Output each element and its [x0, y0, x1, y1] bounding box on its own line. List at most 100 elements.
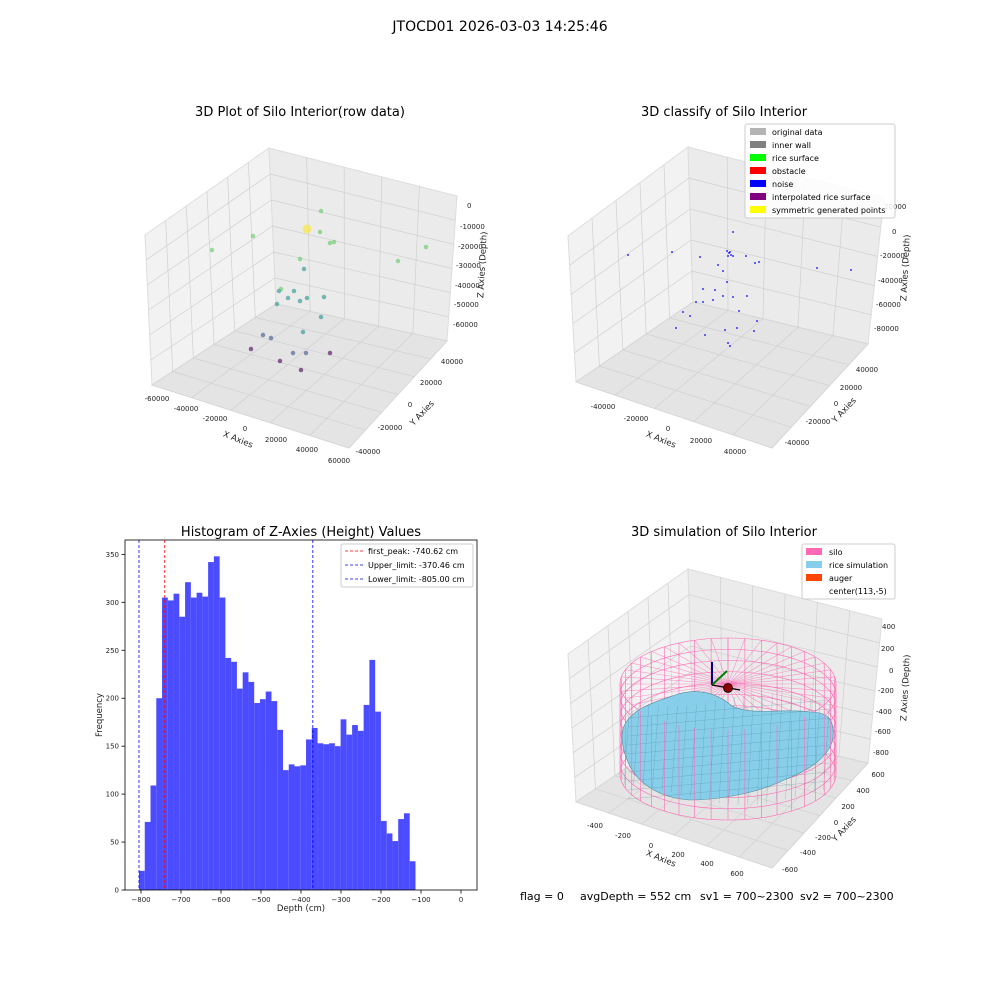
panel-simulation-3d: 3D simulation of Silo Interior -400 -200…	[567, 525, 913, 878]
noise-point	[754, 262, 756, 264]
histogram-bar	[317, 743, 324, 890]
x-tick-label: −500	[251, 896, 270, 904]
grid-line	[574, 270, 693, 354]
panel4-ytick: 400	[856, 787, 869, 795]
x-tick-label: −300	[331, 896, 350, 904]
grid-line	[172, 371, 366, 431]
silo-roof-spoke	[727, 662, 825, 685]
histogram-bar	[392, 841, 399, 890]
panel1-title: 3D Plot of Silo Interior(row data)	[195, 105, 405, 120]
noise-point	[726, 281, 728, 283]
panel1-ztick: -20000	[458, 243, 483, 251]
scatter-point	[318, 208, 324, 214]
silo-roof-spoke	[727, 683, 835, 692]
grid-line	[234, 330, 415, 378]
x-tick-label: −200	[371, 896, 390, 904]
grid-line	[587, 639, 596, 789]
panel2-ztick: -40000	[878, 277, 903, 285]
panel1-ytick: 40000	[441, 358, 463, 366]
grid-line	[693, 326, 799, 422]
grid-line	[669, 317, 849, 366]
panel1-xtick: 0	[243, 425, 247, 433]
panel4-ztick: -600	[875, 728, 891, 736]
panel1-ztick: -60000	[453, 321, 478, 329]
grid-line	[270, 173, 456, 221]
legend-label: silo	[829, 548, 843, 557]
grid-line	[273, 251, 451, 294]
mesh-line	[709, 700, 716, 802]
panel2-xtick: 40000	[724, 448, 746, 456]
legend-swatch-symmetric-generated-points	[750, 206, 766, 213]
silo-roof-spoke	[621, 676, 729, 685]
histogram-bar	[156, 698, 163, 890]
panel4-title: 3D simulation of Silo Interior	[631, 525, 818, 540]
panel4-ytick: -400	[800, 849, 816, 857]
figure-suptitle: JTOCD01 2026-03-03 14:25:46	[391, 19, 607, 35]
silo-roof-spoke	[727, 642, 778, 685]
histogram-bar	[225, 657, 232, 890]
noise-point	[732, 255, 734, 257]
grid-line	[272, 225, 453, 269]
noise-point	[758, 261, 760, 263]
scatter-point	[297, 298, 303, 304]
grid-line	[614, 310, 729, 396]
legend-label: original data	[772, 128, 823, 137]
histogram-bar	[202, 596, 209, 890]
scatter-point	[303, 350, 309, 356]
histogram-bar	[334, 746, 341, 890]
noise-point	[738, 310, 740, 312]
panel4-ytick: 200	[841, 803, 854, 811]
silo-wireframe-front	[619, 684, 835, 820]
scatter-point	[248, 346, 254, 352]
mesh-line	[627, 762, 831, 782]
noise-point	[729, 345, 731, 347]
histogram-bar	[185, 582, 191, 890]
rice-surface-mesh	[623, 693, 831, 805]
scatter-point	[285, 295, 291, 301]
panel1-zlabel: Z Axies (Depth)	[476, 231, 489, 298]
panel1-ztick: -10000	[460, 223, 485, 231]
noise-point	[727, 255, 729, 257]
scatter-point	[260, 332, 266, 338]
noise-point	[732, 231, 734, 233]
noise-point	[730, 254, 732, 256]
legend-swatch-silo	[806, 548, 822, 555]
panel4-ytick: -600	[782, 866, 798, 874]
legend-swatch-interpolated-rice-surface	[750, 193, 766, 200]
noise-point	[724, 329, 726, 331]
mesh-line	[627, 699, 831, 719]
panel2-ztick: -60000	[876, 301, 901, 309]
histogram-bar	[139, 870, 145, 890]
mesh-line	[737, 695, 745, 805]
histogram-bar	[363, 704, 370, 890]
histogram-bar	[277, 729, 283, 890]
histogram-reference-lines	[138, 540, 314, 890]
mesh-line	[661, 705, 669, 790]
x-tick-label: −100	[411, 896, 430, 904]
histogram-bar	[375, 711, 381, 890]
noise-point	[702, 288, 704, 290]
grid-line	[185, 205, 194, 359]
y-tick-label: 150	[106, 743, 119, 751]
scatter-point	[297, 256, 303, 262]
grid-line	[306, 157, 311, 312]
legend-swatch-rice-simulation	[806, 561, 822, 568]
histogram-legend: first_peak: -740.62 cm Upper_limit: -370…	[340, 543, 474, 588]
panel1-xtick: -20000	[203, 415, 228, 423]
scatter-point	[278, 286, 284, 292]
noise-point	[712, 299, 714, 301]
legend-label: first_peak: -740.62 cm	[368, 547, 458, 556]
panel4-ztick: -200	[878, 687, 894, 695]
silo-roof-spoke	[727, 669, 831, 685]
legend-swatch-inner-wall	[750, 141, 766, 148]
legend-label: obstacle	[772, 167, 806, 176]
mesh-line	[627, 735, 831, 755]
grid-line	[599, 365, 792, 428]
grid-line	[622, 349, 811, 407]
panel2-xtick: 0	[666, 425, 670, 433]
scatter-point	[290, 350, 296, 356]
histogram-bar	[144, 821, 151, 890]
panel4-xtick: -400	[587, 822, 603, 830]
mesh-line	[690, 704, 697, 797]
histogram-bar	[248, 681, 255, 890]
